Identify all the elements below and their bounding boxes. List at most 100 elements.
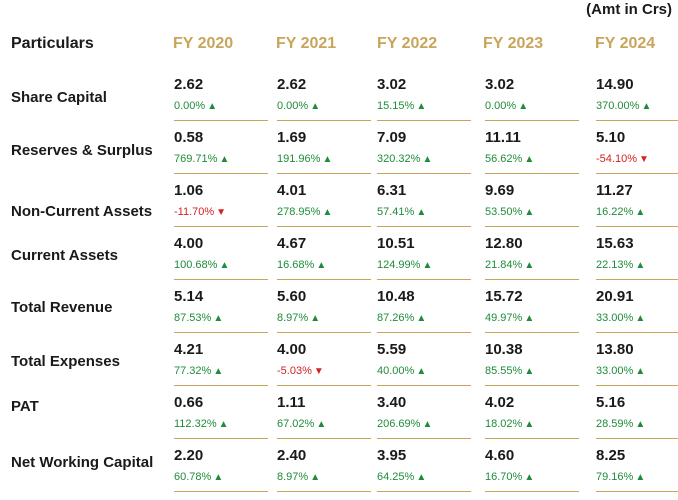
table-cell: 2.62 0.00% ▲ — [174, 70, 268, 121]
arrow-up-icon: ▲ — [641, 101, 652, 112]
arrow-down-icon: ▼ — [638, 154, 649, 165]
arrow-up-icon: ▲ — [316, 419, 327, 430]
cell-change: 206.69% ▲ — [377, 418, 432, 430]
change-percent: 8.97% — [277, 471, 309, 483]
change-percent: 28.59% — [596, 418, 634, 430]
cell-value: 15.72 — [485, 288, 523, 305]
cell-change: 16.22% ▲ — [596, 206, 645, 218]
arrow-up-icon: ▲ — [524, 260, 535, 271]
table-cell: 1.06 -11.70% ▼ — [174, 176, 268, 227]
arrow-up-icon: ▲ — [218, 419, 229, 430]
cell-value: 1.06 — [174, 182, 204, 199]
arrow-down-icon: ▼ — [216, 207, 227, 218]
row-label: PAT — [11, 398, 39, 415]
change-percent: 87.26% — [377, 312, 415, 324]
arrow-up-icon: ▲ — [635, 207, 646, 218]
cell-change: 33.00% ▲ — [596, 312, 645, 324]
cell-change: 85.55% ▲ — [485, 365, 534, 377]
cell-value: 9.69 — [485, 182, 515, 199]
change-percent: 22.13% — [596, 259, 634, 271]
cell-change: 191.96% ▲ — [277, 153, 332, 165]
cell-change: 40.00% ▲ — [377, 365, 426, 377]
change-percent: 124.99% — [377, 259, 421, 271]
change-percent: 57.41% — [377, 206, 415, 218]
table-cell: 4.01 278.95% ▲ — [277, 176, 371, 227]
arrow-up-icon: ▲ — [219, 260, 230, 271]
arrow-up-icon: ▲ — [316, 260, 327, 271]
change-percent: 320.32% — [377, 153, 421, 165]
table-cell: 4.00 -5.03% ▼ — [277, 335, 371, 386]
change-percent: 769.71% — [174, 153, 218, 165]
cell-value: 2.62 — [277, 76, 307, 93]
cell-change: 64.25% ▲ — [377, 471, 426, 483]
cell-change: 60.78% ▲ — [174, 471, 223, 483]
table-cell: 0.58 769.71% ▲ — [174, 123, 268, 174]
arrow-up-icon: ▲ — [524, 419, 535, 430]
change-percent: 67.02% — [277, 418, 315, 430]
cell-value: 11.27 — [596, 182, 633, 199]
table-row: Reserves & Surplus 0.58 769.71% ▲ 1.69 191.96… — [0, 123, 678, 175]
change-percent: 0.00% — [485, 100, 517, 112]
cell-value: 4.60 — [485, 447, 515, 464]
cell-change: 79.16% ▲ — [596, 471, 645, 483]
cell-value: 3.02 — [377, 76, 407, 93]
table-cell: 14.90 370.00% ▲ — [596, 70, 678, 121]
cell-change: 370.00% ▲ — [596, 100, 651, 112]
year-header-fy2022: FY 2022 — [377, 35, 438, 52]
year-header-fy2024: FY 2024 — [595, 35, 656, 52]
change-percent: 56.62% — [485, 153, 523, 165]
cell-value: 10.51 — [377, 235, 415, 252]
cell-change: 18.02% ▲ — [485, 418, 534, 430]
table-cell: 1.69 191.96% ▲ — [277, 123, 371, 174]
arrow-up-icon: ▲ — [219, 154, 230, 165]
change-percent: 79.16% — [596, 471, 634, 483]
table-row: Share Capital 2.62 0.00% ▲ 2.62 0.00% ▲ 3.02 15.… — [0, 70, 678, 122]
change-percent: 64.25% — [377, 471, 415, 483]
change-percent: 16.70% — [485, 471, 523, 483]
arrow-up-icon: ▲ — [524, 472, 535, 483]
table-cell: 11.27 16.22% ▲ — [596, 176, 678, 227]
change-percent: 53.50% — [485, 206, 523, 218]
cell-value: 3.02 — [485, 76, 515, 93]
arrow-up-icon: ▲ — [416, 366, 427, 377]
cell-change: 100.68% ▲ — [174, 259, 229, 271]
cell-value: 14.90 — [596, 76, 634, 93]
cell-value: 5.16 — [596, 394, 626, 411]
cell-change: 769.71% ▲ — [174, 153, 229, 165]
table-header: Particulars FY 2020 FY 2021 FY 2022 FY 2… — [0, 28, 678, 62]
change-percent: 16.68% — [277, 259, 315, 271]
table-cell: 10.48 87.26% ▲ — [377, 282, 471, 333]
table-cell: 9.69 53.50% ▲ — [485, 176, 579, 227]
cell-value: 12.80 — [485, 235, 523, 252]
table-cell: 2.20 60.78% ▲ — [174, 441, 268, 492]
table-cell: 3.95 64.25% ▲ — [377, 441, 471, 492]
change-percent: 0.00% — [277, 100, 309, 112]
cell-change: 21.84% ▲ — [485, 259, 534, 271]
cell-change: 28.59% ▲ — [596, 418, 645, 430]
table-cell: 12.80 21.84% ▲ — [485, 229, 579, 280]
cell-value: 1.69 — [277, 129, 307, 146]
row-label: Non-Current Assets — [11, 203, 153, 220]
change-percent: -54.10% — [596, 153, 637, 165]
particulars-header: Particulars — [11, 35, 94, 52]
arrow-up-icon: ▲ — [416, 313, 427, 324]
change-percent: 0.00% — [174, 100, 206, 112]
arrow-up-icon: ▲ — [207, 101, 218, 112]
arrow-down-icon: ▼ — [313, 366, 324, 377]
cell-value: 8.25 — [596, 447, 626, 464]
cell-value: 2.62 — [174, 76, 204, 93]
cell-value: 4.21 — [174, 341, 204, 358]
cell-value: 11.11 — [485, 129, 521, 146]
table-row: Non-Current Assets 1.06 -11.70% ▼ 4.01 278.95… — [0, 176, 678, 228]
arrow-up-icon: ▲ — [422, 419, 433, 430]
table-cell: 5.59 40.00% ▲ — [377, 335, 471, 386]
table-cell: 3.02 15.15% ▲ — [377, 70, 471, 121]
cell-value: 10.48 — [377, 288, 415, 305]
cell-change: 87.53% ▲ — [174, 312, 223, 324]
change-percent: 33.00% — [596, 312, 634, 324]
year-header-fy2020: FY 2020 — [173, 35, 234, 52]
change-percent: 112.32% — [174, 418, 217, 430]
change-percent: 370.00% — [596, 100, 640, 112]
cell-value: 4.00 — [277, 341, 307, 358]
arrow-up-icon: ▲ — [635, 366, 646, 377]
